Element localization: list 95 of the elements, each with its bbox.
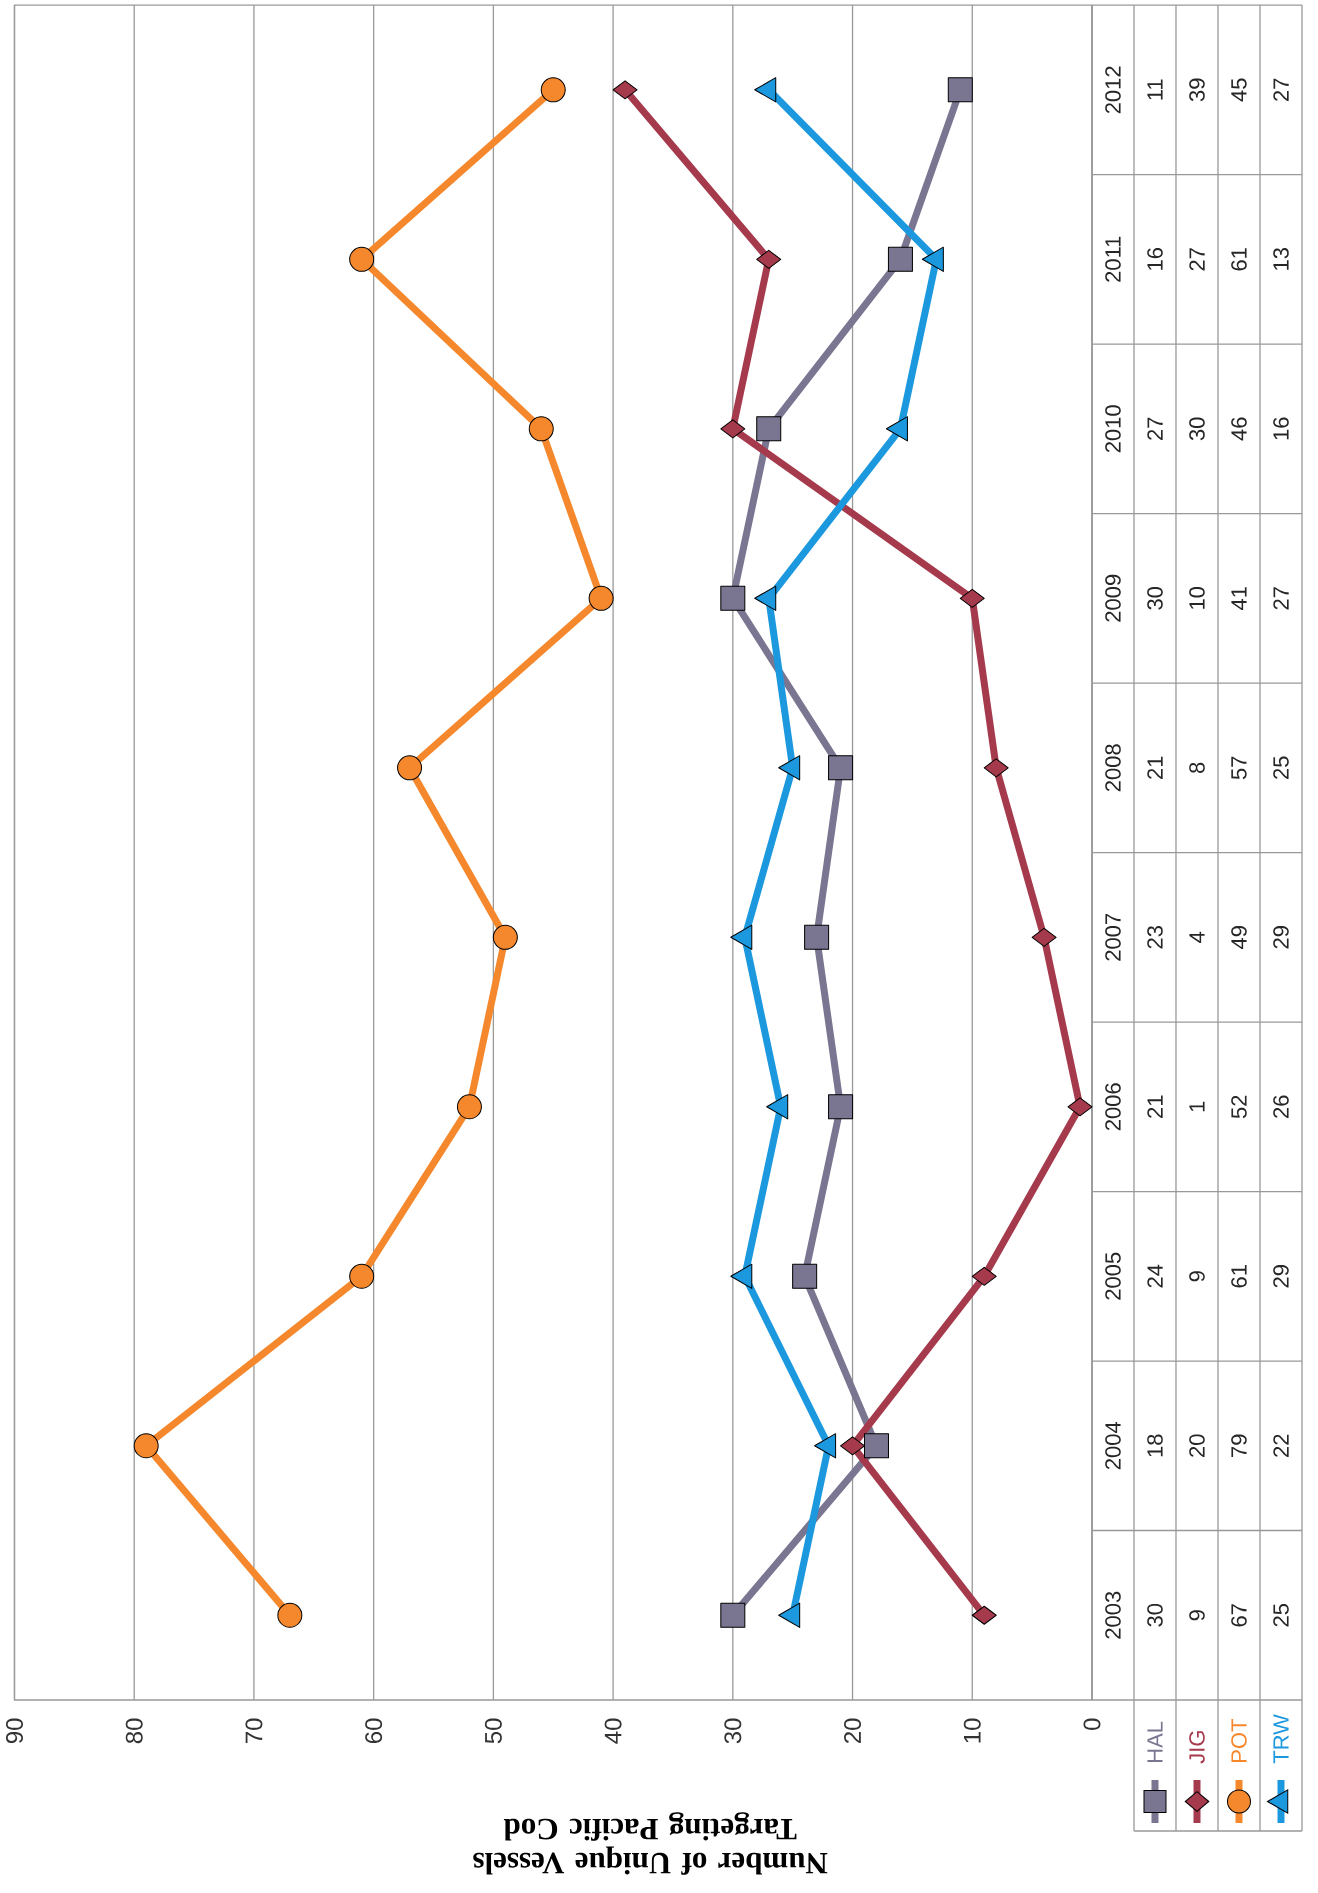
- text: TRW: [1273, 1714, 1289, 1764]
- y-tick-label: 2010: [1105, 405, 1121, 453]
- x-tick-label: 60: [365, 1718, 383, 1744]
- y-tick-label: 2009: [1105, 574, 1121, 622]
- data-label: 61: [1231, 248, 1247, 271]
- data-label: 52: [1231, 1095, 1247, 1119]
- text: JIG: [1189, 1731, 1205, 1764]
- point: [277, 1602, 303, 1628]
- point: [828, 755, 854, 781]
- x-tick-label: 20: [844, 1718, 862, 1744]
- point: [720, 585, 746, 611]
- data-label: 49: [1231, 926, 1247, 950]
- data-label: 29: [1273, 1265, 1289, 1288]
- y-tick-label: 2008: [1105, 744, 1121, 792]
- data-label: 13: [1273, 248, 1289, 270]
- data-label: 46: [1231, 417, 1247, 441]
- x-tick-label: 90: [6, 1718, 23, 1744]
- data-label: 4: [1189, 931, 1205, 943]
- data-label: 20: [1189, 1434, 1205, 1457]
- point: [133, 1433, 159, 1459]
- data-label: 26: [1273, 1095, 1289, 1118]
- point: [612, 80, 638, 100]
- point: [756, 249, 782, 269]
- y-tick-label: 2007: [1105, 913, 1121, 961]
- text: HAL: [1147, 1721, 1163, 1762]
- point: [863, 1433, 889, 1459]
- point: [1067, 1097, 1093, 1117]
- point: [588, 585, 614, 611]
- data-label: 57: [1231, 756, 1247, 780]
- data-label: 25: [1273, 1603, 1289, 1627]
- data-label: 21: [1147, 756, 1163, 779]
- point: [456, 1094, 482, 1120]
- data-label: 1: [1189, 1101, 1205, 1112]
- data-label: 10: [1189, 586, 1205, 609]
- y-tick-label: 2011: [1105, 236, 1121, 282]
- data-label: 21: [1147, 1095, 1163, 1118]
- data-label: 27: [1189, 248, 1205, 271]
- data-label: 9: [1189, 1271, 1205, 1282]
- data-label: 27: [1273, 78, 1289, 101]
- point: [983, 758, 1009, 778]
- point: [492, 924, 518, 950]
- y-tick-label: 2006: [1105, 1083, 1121, 1131]
- point: [828, 1094, 854, 1120]
- data-label: 30: [1189, 417, 1205, 441]
- x-tick-label: 50: [484, 1718, 502, 1744]
- point: [349, 246, 375, 272]
- data-label: 30: [1147, 586, 1163, 610]
- point: [971, 1266, 997, 1286]
- text: POT: [1231, 1719, 1247, 1762]
- data-label: 27: [1147, 417, 1163, 440]
- data-label: 24: [1147, 1264, 1163, 1288]
- point: [804, 924, 830, 950]
- point: [528, 416, 554, 442]
- point: [540, 77, 566, 103]
- x-tick-label: 30: [724, 1718, 742, 1744]
- x-axis-title: Number of Unique Vessels Targeting Pacific Cod: [473, 1812, 828, 1875]
- data-label: 16: [1273, 417, 1289, 440]
- data-label: 11: [1147, 79, 1163, 100]
- point: [349, 1263, 375, 1289]
- data-label: 9: [1189, 1610, 1205, 1621]
- data-label: 61: [1231, 1265, 1247, 1288]
- y-tick-label: 2003: [1105, 1591, 1121, 1639]
- x-tick-label: 0: [1083, 1718, 1101, 1730]
- y-tick-label: 2005: [1105, 1252, 1121, 1300]
- point: [840, 1436, 866, 1456]
- point: [756, 416, 782, 442]
- data-label: 45: [1231, 78, 1247, 102]
- data-label: 41: [1231, 587, 1247, 611]
- data-label: 29: [1273, 926, 1289, 949]
- y-tick-label: 2012: [1105, 66, 1121, 114]
- y-tick-label: 2004: [1105, 1421, 1121, 1470]
- data-label: 30: [1147, 1603, 1163, 1627]
- point: [792, 1263, 818, 1289]
- data-label: 25: [1273, 756, 1289, 779]
- point: [887, 246, 913, 272]
- x-tick-label: 70: [245, 1718, 263, 1744]
- data-label: 16: [1147, 248, 1163, 270]
- x-tick-label: 40: [604, 1718, 622, 1744]
- point: [971, 1605, 997, 1625]
- point: [1031, 927, 1057, 947]
- point: [947, 77, 973, 103]
- point: [720, 419, 746, 439]
- x-tick-label: 80: [125, 1718, 143, 1744]
- x-tick-label: 10: [963, 1718, 981, 1743]
- data-label: 22: [1273, 1434, 1289, 1457]
- data-label: 8: [1189, 762, 1205, 773]
- data-label: 79: [1231, 1434, 1247, 1457]
- data-label: 23: [1147, 926, 1163, 949]
- point: [397, 755, 423, 781]
- point: [720, 1602, 746, 1628]
- data-label: 18: [1147, 1434, 1163, 1457]
- data-label: 27: [1273, 587, 1289, 610]
- data-label: 67: [1231, 1604, 1247, 1627]
- point: [959, 588, 985, 608]
- data-label: 39: [1189, 78, 1205, 102]
